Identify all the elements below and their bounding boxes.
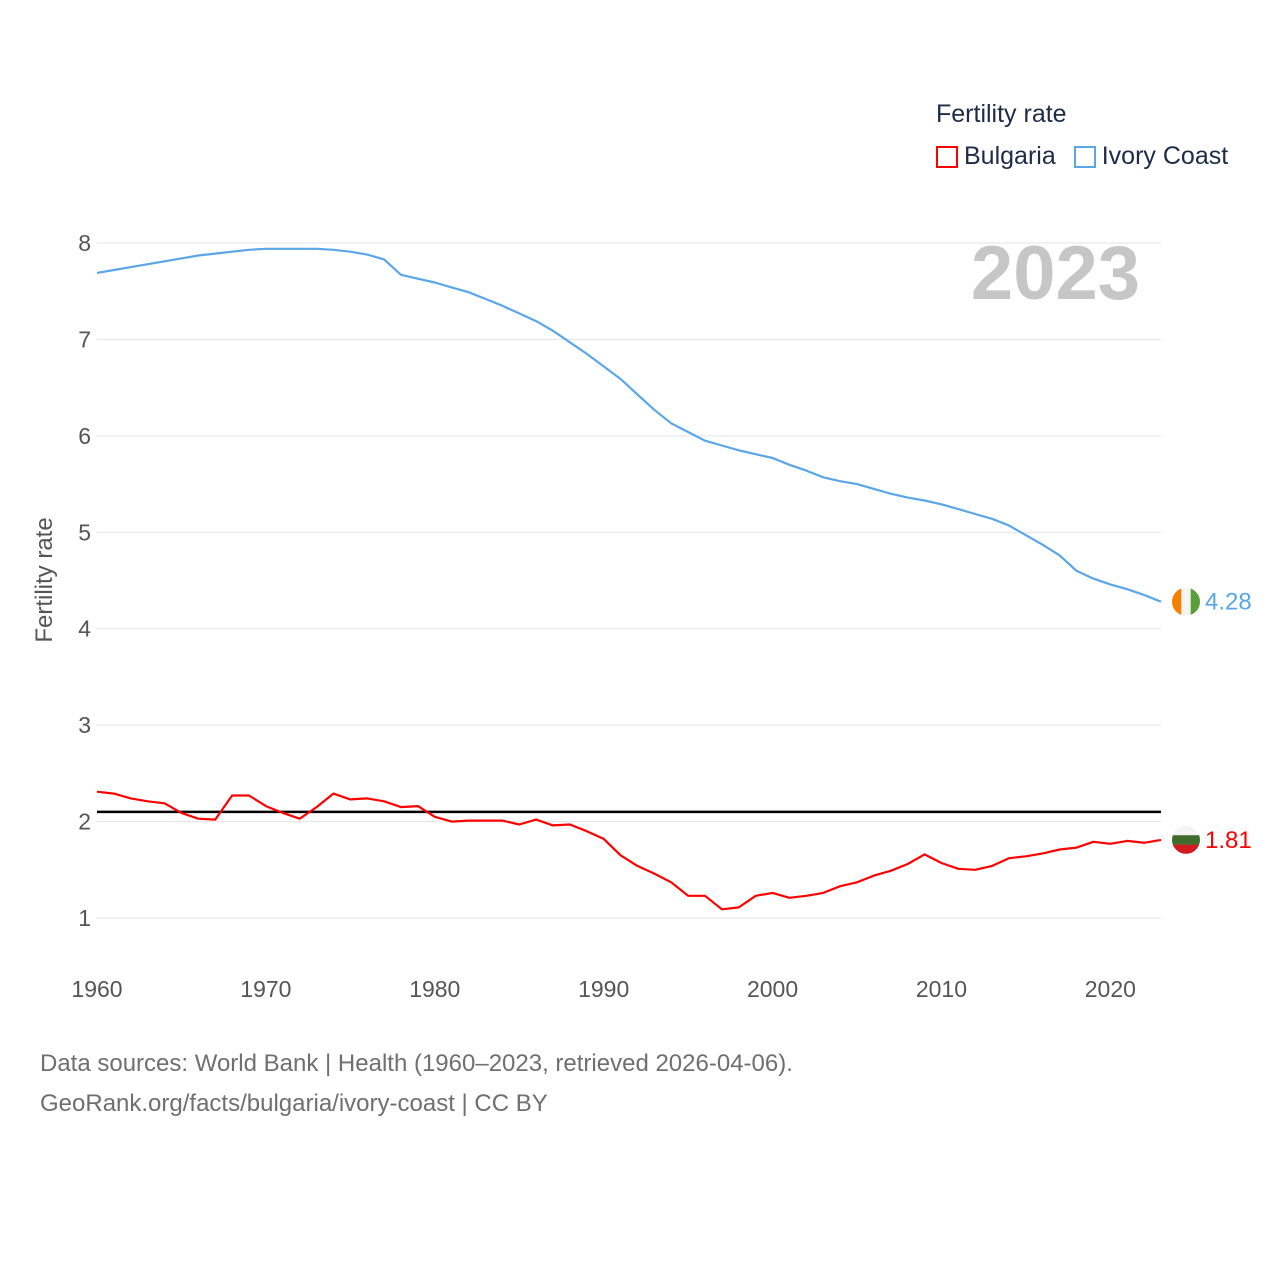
x-tick-label: 1970 <box>240 976 291 1002</box>
y-tick-label: 6 <box>78 423 91 449</box>
y-tick-label: 8 <box>78 230 91 256</box>
y-axis-label: Fertility rate <box>31 517 58 642</box>
y-tick-label: 4 <box>78 616 91 642</box>
x-tick-label: 2000 <box>747 976 798 1002</box>
series-line-bulgaria[interactable] <box>96 790 1162 911</box>
x-tick-label: 1990 <box>578 976 629 1002</box>
y-tick-label: 7 <box>78 326 91 352</box>
legend-title: Fertility rate <box>936 100 1067 128</box>
legend-label-ivory-coast: Ivory Coast <box>1101 142 1229 170</box>
y-tick-label: 5 <box>78 519 91 545</box>
ivory-coast-flag-icon <box>1172 587 1200 616</box>
legend-item-ivory-coast[interactable]: Ivory Coast <box>1073 142 1229 171</box>
end-value-ivory-coast: 4.28 <box>1205 589 1252 616</box>
x-tick-label: 1980 <box>409 976 460 1002</box>
x-tick-label: 2010 <box>916 976 967 1002</box>
grid-lines <box>97 242 1161 919</box>
x-tick-label: 1960 <box>71 976 122 1002</box>
bulgaria-flag-icon <box>1172 825 1200 854</box>
y-tick-label: 3 <box>78 712 91 738</box>
x-tick-label: 2020 <box>1085 976 1136 1002</box>
legend-label-bulgaria: Bulgaria <box>964 142 1056 170</box>
source-line-2[interactable]: GeoRank.org/facts/bulgaria/ivory-coast |… <box>40 1090 548 1117</box>
source-line-1: Data sources: World Bank | Health (1960–… <box>40 1050 793 1077</box>
series-lines <box>96 247 1162 911</box>
y-tick-label: 2 <box>78 809 91 835</box>
y-axis-ticks: 1 2 3 4 5 6 7 8 <box>78 230 91 931</box>
legend-swatch-bulgaria <box>936 145 958 168</box>
series-line-ivory-coast[interactable] <box>96 247 1162 603</box>
end-markers: 1.81 4.28 <box>1172 587 1252 854</box>
legend-item-bulgaria[interactable]: Bulgaria <box>936 142 1056 171</box>
end-value-bulgaria: 1.81 <box>1205 827 1252 854</box>
legend-swatch-ivory-coast <box>1073 145 1096 168</box>
legend: Bulgaria Ivory Coast <box>936 142 1228 171</box>
x-axis-ticks: 1960 1970 1980 1990 2000 2010 2020 <box>71 976 1136 1002</box>
source-notes: Data sources: World Bank | Health (1960–… <box>40 1044 793 1124</box>
y-tick-label: 1 <box>78 905 91 931</box>
year-label: 2023 <box>971 231 1140 316</box>
